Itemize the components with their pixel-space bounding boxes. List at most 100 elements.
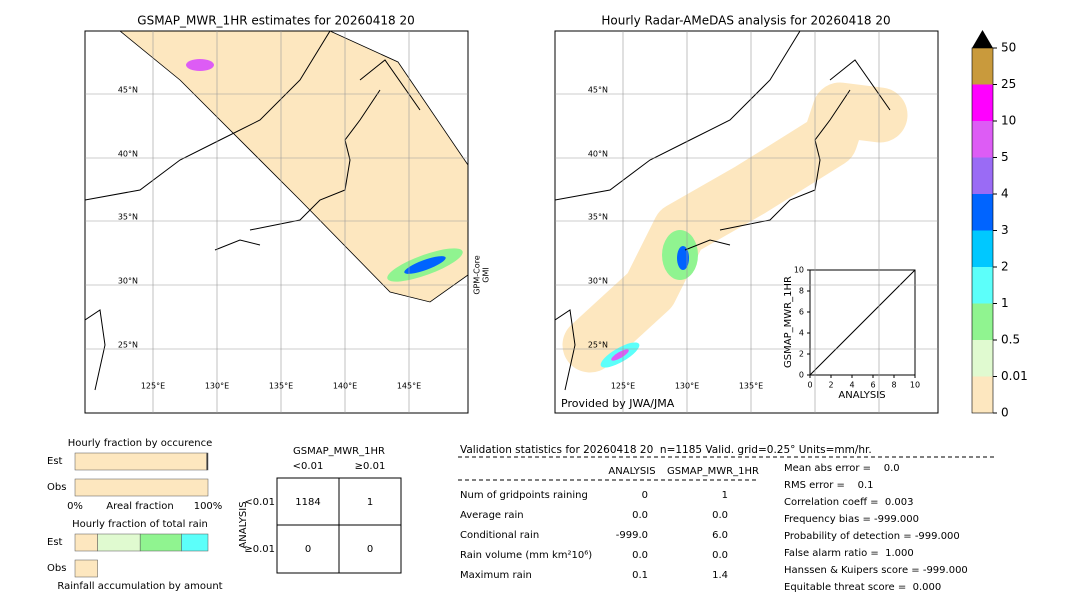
lon-label: 125°E — [141, 382, 165, 391]
sensor-label: GPM-Core — [473, 255, 482, 294]
colorbar-segment — [972, 48, 993, 85]
bar-segment — [74, 478, 209, 497]
row-header: ≥0.01 — [244, 544, 275, 555]
stats-value: 0.0 — [712, 510, 728, 521]
lat-label: 35°N — [588, 213, 608, 222]
colorbar-segment — [972, 267, 993, 304]
col-header: <0.01 — [293, 461, 324, 472]
sensor-label: GMI — [482, 267, 491, 282]
colorbar-label: 4 — [1001, 187, 1009, 201]
y-axis-label: GSMAP_MWR_1HR — [783, 276, 794, 368]
chart-title: Hourly fraction of total rain — [72, 519, 208, 530]
stats-value: 6.0 — [712, 530, 728, 541]
bar-segment — [74, 559, 98, 578]
colorbar-segment — [972, 121, 993, 158]
lat-label: 45°N — [588, 86, 608, 95]
category-label: Est — [47, 456, 63, 467]
bar-segment — [206, 452, 209, 471]
lon-label: 145°E — [397, 382, 421, 391]
stats-header: Validation statistics for 20260418 20 n=… — [460, 444, 872, 456]
colorbar-segment — [972, 376, 993, 413]
colorbar-label: 10 — [1001, 114, 1016, 128]
x-tick-label: 8 — [891, 381, 896, 390]
map-title: GSMAP_MWR_1HR estimates for 20260418 20 — [137, 14, 414, 28]
x-tick-label: 0% — [67, 501, 83, 512]
y-tick-label: 4 — [799, 329, 804, 338]
lon-label: 130°E — [205, 382, 229, 391]
y-tick-label: 0 — [799, 371, 804, 380]
x-axis-label: ANALYSIS — [838, 390, 885, 401]
stats-label: Maximum rain — [460, 570, 532, 581]
category-label: Est — [47, 537, 63, 548]
stats-value: 0.0 — [632, 510, 648, 521]
colorbar-label: 0 — [1001, 406, 1009, 420]
x-tick-label: 2 — [828, 381, 833, 390]
row-label: ANALYSIS — [238, 501, 249, 548]
category-label: Obs — [47, 563, 66, 574]
lat-label: 40°N — [118, 150, 138, 159]
stats-value: 0.0 — [632, 550, 648, 561]
score: Probability of detection = -999.000 — [784, 531, 960, 542]
colorbar-segment — [972, 157, 993, 194]
stats-value: 0.1 — [632, 570, 648, 581]
lon-label: 135°E — [739, 382, 763, 391]
x-axis-label: Rainfall accumulation by amount — [57, 581, 222, 592]
score: Mean abs error = 0.0 — [784, 463, 900, 474]
stats-label: Num of gridpoints raining — [460, 490, 588, 501]
col-header: ≥0.01 — [355, 461, 386, 472]
category-label: Obs — [47, 482, 66, 493]
colorbar-extend — [972, 30, 993, 48]
table-cell: 1184 — [295, 497, 320, 508]
colorbar-segment — [972, 340, 993, 377]
colorbar-label: 1 — [1001, 296, 1009, 310]
lat-label: 40°N — [588, 150, 608, 159]
x-tick-label: 10 — [910, 381, 920, 390]
stats-value: 1.4 — [712, 570, 728, 581]
map-left — [85, 31, 468, 391]
score: Frequency bias = -999.000 — [784, 514, 919, 525]
map-frame — [84, 30, 469, 414]
x-tick-label: 6 — [870, 381, 875, 390]
lat-label: 45°N — [118, 86, 138, 95]
bar-segment — [74, 452, 207, 471]
credit: Provided by JWA/JMA — [561, 397, 675, 410]
row-header: <0.01 — [244, 497, 275, 508]
stats-value: -999.0 — [616, 530, 648, 541]
table-cell: 0 — [305, 544, 311, 555]
y-tick-label: 6 — [799, 308, 804, 317]
lon-label: 135°E — [269, 382, 293, 391]
y-tick-label: 8 — [799, 287, 804, 296]
map-right — [555, 31, 908, 391]
map-frame — [554, 30, 939, 414]
bar-segment — [181, 533, 209, 552]
score: Correlation coeff = 0.003 — [784, 497, 914, 508]
stats-label: Conditional rain — [460, 530, 539, 541]
table-title: GSMAP_MWR_1HR — [293, 446, 385, 457]
lat-label: 30°N — [588, 277, 608, 286]
stats-label: Average rain — [460, 510, 524, 521]
lat-label: 25°N — [588, 341, 608, 350]
lat-label: 25°N — [118, 341, 138, 350]
chart-title: Hourly fraction by occurence — [68, 438, 212, 449]
stats-value: 1 — [722, 490, 728, 501]
colorbar-segment — [972, 230, 993, 267]
map-title: Hourly Radar-AMeDAS analysis for 2026041… — [601, 14, 890, 28]
y-tick-label: 2 — [799, 350, 804, 359]
score: Equitable threat score = 0.000 — [784, 582, 941, 593]
stats-column: ANALYSIS — [608, 466, 655, 477]
stats-value: 0 — [642, 490, 648, 501]
lon-label: 125°E — [611, 382, 635, 391]
table-cell: 0 — [367, 544, 373, 555]
x-axis-label: Areal fraction — [106, 501, 173, 512]
colorbar-label: 2 — [1001, 260, 1009, 274]
lon-label: 130°E — [675, 382, 699, 391]
lon-label: 140°E — [333, 382, 357, 391]
y-tick-label: 10 — [794, 266, 804, 275]
bar-segment — [139, 533, 182, 552]
table-cell: 1 — [367, 497, 373, 508]
bar-segment — [74, 533, 98, 552]
colorbar-segment — [972, 303, 993, 340]
colorbar-label: 5 — [1001, 150, 1009, 164]
lat-label: 30°N — [118, 277, 138, 286]
